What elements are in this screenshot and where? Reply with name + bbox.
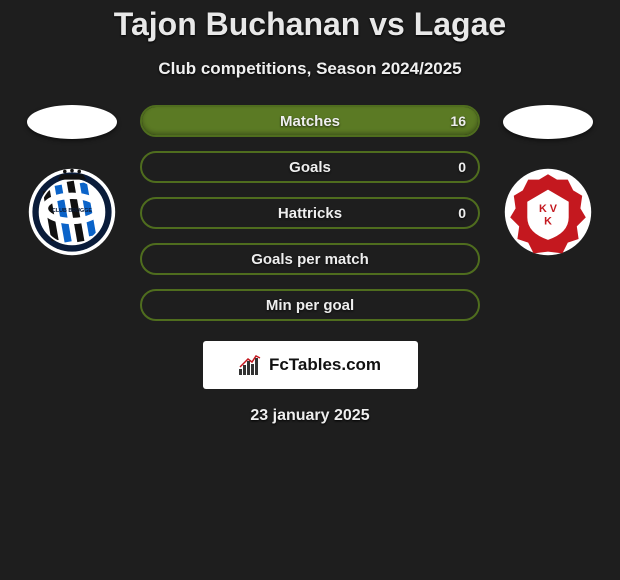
stat-label: Min per goal bbox=[266, 297, 354, 314]
stat-row: Min per goal bbox=[140, 289, 480, 321]
stat-val-right: 0 bbox=[458, 159, 466, 175]
stat-label: Goals per match bbox=[251, 251, 369, 268]
stat-val-right: 16 bbox=[450, 113, 466, 129]
stats-column: Matches 16 Goals 0 Hattricks 0 Goals per match… bbox=[140, 105, 480, 321]
date-label: 23 january 2025 bbox=[0, 407, 620, 425]
branding-box[interactable]: FcTables.com bbox=[203, 341, 418, 389]
svg-text:K: K bbox=[544, 216, 552, 228]
stat-row: Hattricks 0 bbox=[140, 197, 480, 229]
kv-kortrijk-crest-icon: K V K bbox=[503, 167, 593, 257]
branding-text: FcTables.com bbox=[269, 355, 381, 375]
right-side: K V K bbox=[498, 105, 598, 257]
stat-row: Goals per match bbox=[140, 243, 480, 275]
left-club-crest: CLUB BRUGGE bbox=[27, 167, 117, 257]
svg-text:CLUB BRUGGE: CLUB BRUGGE bbox=[52, 208, 92, 214]
svg-text:K V: K V bbox=[539, 203, 558, 215]
main-content: CLUB BRUGGE Matches16Goals0Hattricks0Goa… bbox=[0, 105, 620, 321]
stat-row: Matches 16 bbox=[140, 105, 480, 137]
subtitle: Club competitions, Season 2024/2025 bbox=[0, 59, 620, 79]
right-flag-placeholder bbox=[503, 105, 593, 139]
stat-label: Goals bbox=[289, 159, 331, 176]
left-side: CLUB BRUGGE bbox=[22, 105, 122, 257]
page-title: Tajon Buchanan vs Lagae bbox=[0, 0, 620, 43]
stat-label: Hattricks bbox=[278, 205, 342, 222]
bar-chart-icon bbox=[239, 355, 263, 375]
club-brugge-crest-icon: CLUB BRUGGE bbox=[27, 167, 117, 257]
right-club-crest: K V K bbox=[503, 167, 593, 257]
stat-row: Goals 0 bbox=[140, 151, 480, 183]
stat-val-right: 0 bbox=[458, 205, 466, 221]
left-flag-placeholder bbox=[27, 105, 117, 139]
stat-label: Matches bbox=[280, 113, 340, 130]
